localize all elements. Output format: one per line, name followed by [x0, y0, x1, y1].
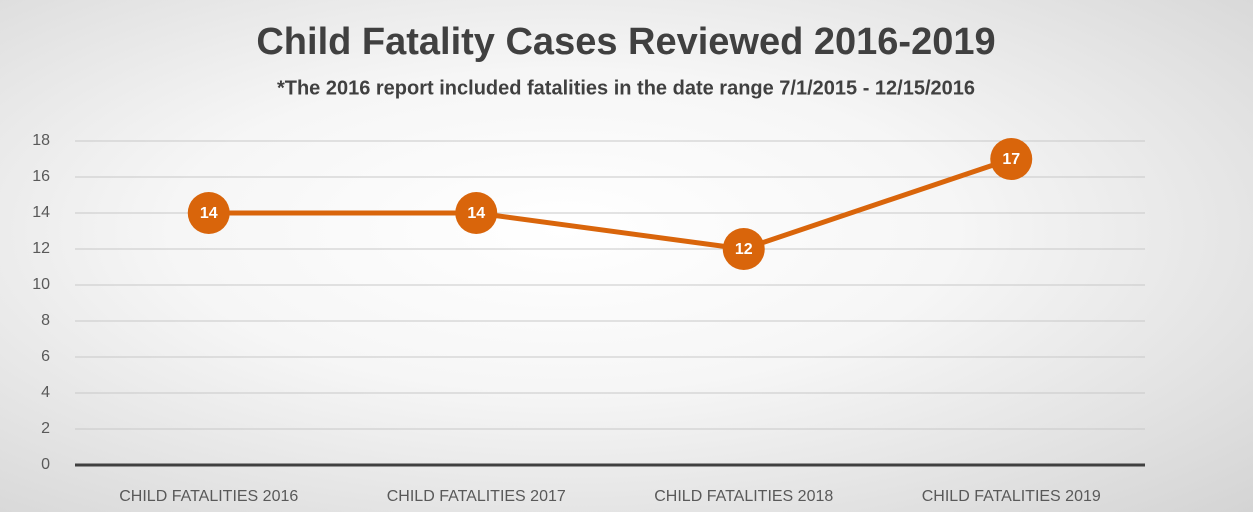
y-tick-label: 2 — [41, 420, 50, 437]
x-tick-label: CHILD FATALITIES 2017 — [387, 488, 566, 505]
y-tick-label: 16 — [32, 168, 50, 185]
y-tick-label: 14 — [32, 204, 50, 221]
chart-title: Child Fatality Cases Reviewed 2016-2019 — [256, 21, 995, 63]
x-tick-label: CHILD FATALITIES 2016 — [119, 488, 298, 505]
y-tick-label: 4 — [41, 384, 50, 401]
data-label: 14 — [200, 205, 218, 222]
y-tick-label: 10 — [32, 276, 50, 293]
y-tick-label: 12 — [32, 240, 50, 257]
marker — [990, 138, 1033, 180]
chart-subtitle: *The 2016 report included fatalities in … — [277, 77, 975, 99]
data-label: 17 — [1002, 151, 1020, 168]
marker — [187, 192, 230, 234]
data-label: 12 — [735, 241, 753, 258]
y-tick-label: 8 — [41, 312, 50, 329]
marker — [455, 192, 498, 234]
line — [208, 156, 1013, 252]
x-tick-label: CHILD FATALITIES 2018 — [654, 488, 833, 505]
data-label: 14 — [467, 205, 485, 222]
x-tick-label: CHILD FATALITIES 2019 — [922, 488, 1101, 505]
y-tick-label: 18 — [32, 132, 50, 149]
y-tick-label: 0 — [41, 456, 50, 473]
y-tick-label: 6 — [41, 348, 50, 365]
marker — [722, 228, 765, 270]
